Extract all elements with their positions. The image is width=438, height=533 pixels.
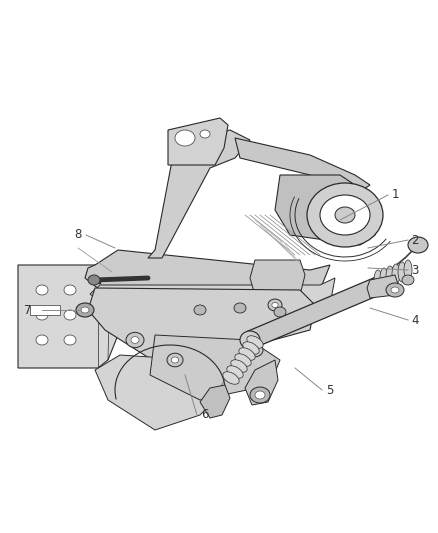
Ellipse shape [255, 391, 265, 399]
Ellipse shape [223, 372, 239, 384]
Ellipse shape [370, 276, 390, 294]
Ellipse shape [251, 347, 258, 353]
Ellipse shape [243, 342, 259, 354]
Ellipse shape [36, 335, 48, 345]
Ellipse shape [391, 287, 399, 293]
Ellipse shape [64, 285, 76, 295]
Polygon shape [235, 138, 370, 195]
Ellipse shape [36, 310, 48, 320]
Ellipse shape [239, 348, 255, 360]
Text: 2: 2 [411, 233, 419, 246]
Polygon shape [367, 275, 398, 298]
Ellipse shape [398, 262, 406, 282]
Ellipse shape [268, 299, 282, 311]
Ellipse shape [64, 310, 76, 320]
Text: 8: 8 [74, 229, 82, 241]
Ellipse shape [274, 307, 286, 317]
Ellipse shape [235, 354, 251, 366]
Ellipse shape [76, 303, 94, 317]
Ellipse shape [200, 130, 210, 138]
Polygon shape [85, 250, 330, 290]
Polygon shape [247, 277, 384, 348]
Text: 1: 1 [391, 189, 399, 201]
Polygon shape [18, 265, 122, 368]
Ellipse shape [240, 331, 260, 349]
Ellipse shape [392, 264, 400, 284]
Polygon shape [275, 175, 380, 245]
Ellipse shape [81, 307, 89, 313]
Ellipse shape [408, 237, 428, 253]
Polygon shape [168, 118, 228, 165]
Polygon shape [150, 335, 280, 400]
Ellipse shape [402, 275, 414, 285]
Ellipse shape [335, 207, 355, 223]
Ellipse shape [167, 353, 183, 367]
Ellipse shape [247, 336, 263, 348]
Text: 5: 5 [326, 384, 334, 397]
Text: 3: 3 [411, 263, 419, 277]
Polygon shape [95, 355, 220, 430]
Polygon shape [250, 260, 305, 295]
Polygon shape [148, 130, 250, 258]
Ellipse shape [320, 195, 370, 235]
Polygon shape [245, 360, 278, 405]
Ellipse shape [386, 266, 394, 286]
Ellipse shape [404, 260, 412, 280]
Text: 6: 6 [201, 408, 209, 422]
Polygon shape [90, 278, 335, 305]
Text: 7: 7 [24, 303, 32, 317]
Bar [30, 305, 60, 315]
Text: 4: 4 [411, 313, 419, 327]
Ellipse shape [175, 130, 195, 146]
Ellipse shape [250, 387, 270, 403]
Ellipse shape [171, 357, 179, 363]
Ellipse shape [380, 268, 388, 288]
Polygon shape [88, 288, 315, 365]
Polygon shape [200, 385, 230, 418]
Ellipse shape [272, 302, 278, 308]
Ellipse shape [307, 183, 383, 247]
Ellipse shape [126, 333, 144, 348]
Ellipse shape [247, 343, 263, 357]
Ellipse shape [386, 283, 404, 297]
Ellipse shape [194, 305, 206, 315]
Ellipse shape [131, 336, 139, 343]
Ellipse shape [64, 335, 76, 345]
Ellipse shape [231, 360, 247, 372]
Ellipse shape [227, 366, 243, 378]
Ellipse shape [374, 270, 382, 290]
Ellipse shape [36, 285, 48, 295]
Ellipse shape [234, 303, 246, 313]
Ellipse shape [88, 275, 100, 285]
